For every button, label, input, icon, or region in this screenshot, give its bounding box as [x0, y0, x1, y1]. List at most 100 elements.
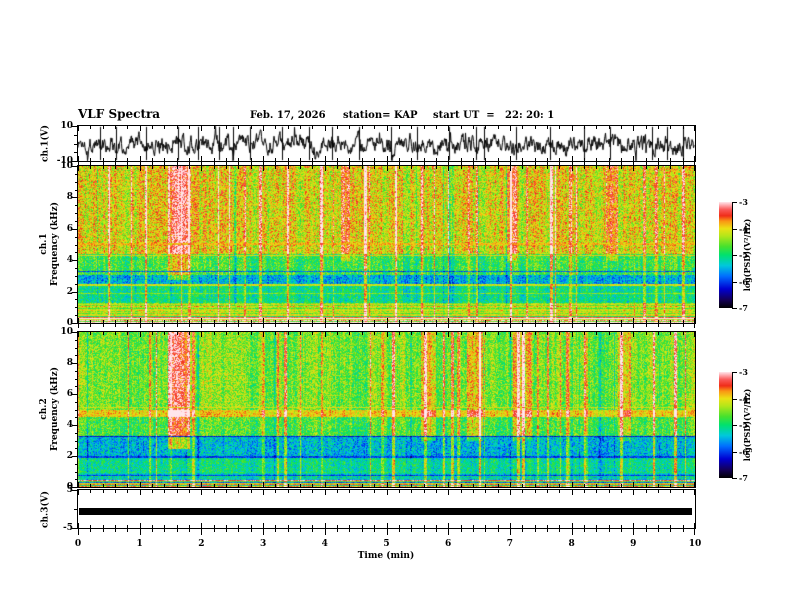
- x-tick: [263, 166, 265, 171]
- x-tick: [423, 166, 425, 169]
- x-tick: [448, 482, 450, 487]
- x-axis-tick: [682, 529, 684, 532]
- x-tick: [250, 320, 252, 323]
- x-tick: [324, 166, 326, 171]
- x-tick: [300, 490, 302, 493]
- y-tick: [72, 323, 77, 324]
- x-tick: [398, 484, 400, 487]
- x-tick-label: 6: [445, 539, 452, 549]
- x-axis-tick: [78, 529, 79, 535]
- x-tick: [164, 484, 166, 487]
- y-tick-label: 2: [66, 287, 73, 297]
- x-tick: [509, 156, 511, 161]
- x-tick: [337, 166, 339, 169]
- y-tick: [75, 213, 77, 214]
- x-tick-label: 0: [74, 539, 82, 549]
- x-tick: [411, 158, 413, 161]
- x-tick: [497, 162, 499, 165]
- x-tick: [460, 320, 462, 323]
- x-tick: [386, 126, 388, 131]
- x-tick: [583, 324, 585, 327]
- x-tick-label: 1: [136, 539, 143, 549]
- x-tick: [534, 332, 536, 335]
- x-tick: [275, 158, 277, 161]
- x-tick: [337, 484, 339, 487]
- x-tick: [608, 332, 610, 335]
- x-tick: [534, 162, 536, 165]
- x-tick: [398, 166, 400, 169]
- y-tick: [75, 340, 77, 341]
- x-tick-label: 5: [383, 539, 390, 549]
- y-tick: [75, 252, 77, 253]
- x-tick: [694, 318, 695, 323]
- x-tick: [497, 126, 499, 129]
- y-tick: [72, 166, 77, 167]
- x-tick: [361, 158, 363, 161]
- x-axis-tick: [263, 529, 265, 535]
- colorbar-tick: [732, 255, 737, 256]
- x-axis-tick: [670, 529, 672, 532]
- x-tick: [682, 525, 684, 528]
- x-tick: [102, 158, 104, 161]
- x-tick: [583, 320, 585, 323]
- x-tick: [682, 126, 684, 129]
- x-tick: [534, 525, 536, 528]
- x-tick: [670, 320, 672, 323]
- x-tick: [102, 490, 104, 493]
- x-tick: [152, 158, 154, 161]
- x-tick: [485, 126, 487, 129]
- x-tick: [263, 523, 265, 528]
- x-tick: [250, 525, 252, 528]
- x-tick: [534, 166, 536, 169]
- x-tick: [189, 320, 191, 323]
- x-tick: [472, 332, 474, 335]
- x-tick: [559, 332, 561, 335]
- x-tick: [682, 484, 684, 487]
- x-tick: [633, 324, 635, 328]
- x-tick: [176, 166, 178, 169]
- x-tick: [337, 324, 339, 327]
- x-tick: [472, 166, 474, 169]
- x-tick: [90, 324, 92, 327]
- x-axis-label: Time (min): [357, 551, 415, 561]
- x-tick: [275, 525, 277, 528]
- y-tick: [75, 410, 77, 411]
- x-tick: [164, 332, 166, 335]
- x-tick: [213, 158, 215, 161]
- x-tick: [164, 126, 166, 129]
- x-tick: [608, 320, 610, 323]
- x-tick: [670, 126, 672, 129]
- x-tick: [448, 166, 450, 171]
- ch1-wave-canvas: [78, 126, 695, 161]
- x-tick: [189, 324, 191, 327]
- x-tick: [300, 126, 302, 129]
- x-tick: [287, 525, 289, 528]
- x-tick: [139, 523, 141, 528]
- colorbar-tick-label: -3: [739, 197, 748, 207]
- x-axis-tick: [583, 529, 585, 532]
- x-tick: [263, 318, 265, 323]
- x-tick: [472, 484, 474, 487]
- x-axis-tick: [374, 529, 376, 532]
- x-tick: [300, 324, 302, 327]
- x-tick: [263, 324, 265, 328]
- y-tick: [75, 284, 77, 285]
- x-tick: [682, 320, 684, 323]
- x-tick: [670, 158, 672, 161]
- x-tick: [374, 162, 376, 165]
- x-tick: [398, 320, 400, 323]
- x-tick: [435, 484, 437, 487]
- x-tick: [670, 324, 672, 327]
- x-axis-tick: [349, 529, 351, 532]
- x-tick: [448, 324, 450, 328]
- x-tick: [645, 166, 647, 169]
- x-axis-tick: [337, 529, 339, 532]
- x-tick: [176, 484, 178, 487]
- x-tick: [189, 332, 191, 335]
- x-tick: [534, 324, 536, 327]
- x-tick: [571, 490, 573, 495]
- x-tick: [201, 490, 203, 495]
- x-tick-label: 9: [630, 539, 637, 549]
- x-tick: [546, 126, 548, 129]
- x-tick: [657, 166, 659, 169]
